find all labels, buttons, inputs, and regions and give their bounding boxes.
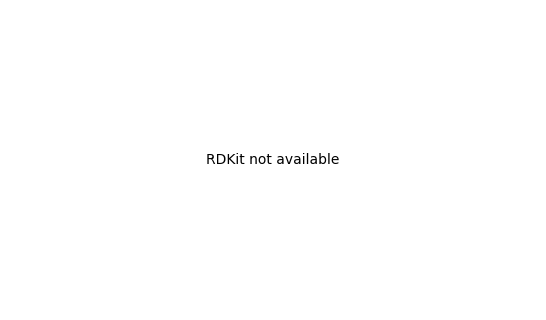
Text: RDKit not available: RDKit not available bbox=[206, 153, 340, 167]
